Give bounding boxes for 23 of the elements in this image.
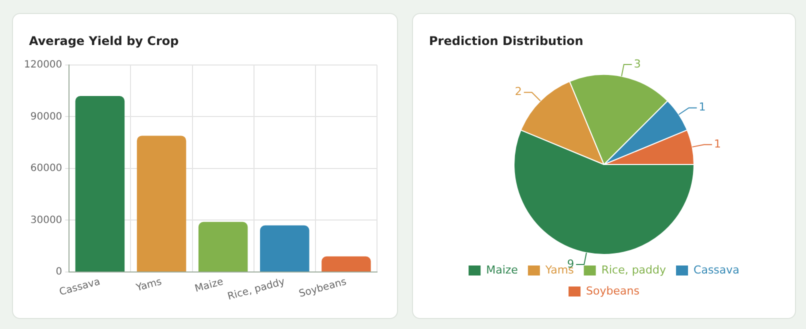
data-label: 1 <box>698 100 706 114</box>
bar <box>322 256 371 272</box>
x-tick-label: Maize <box>194 276 225 295</box>
x-tick-label: Rice, paddy <box>226 276 286 303</box>
bar <box>198 222 248 272</box>
data-label: 2 <box>514 85 522 98</box>
bar <box>260 225 310 272</box>
legend-label: Rice, paddy <box>601 263 667 276</box>
x-tick-label: Yams <box>134 276 163 294</box>
data-label: 1 <box>714 137 722 150</box>
y-tick-label: 60000 <box>30 163 62 174</box>
x-tick-label: Cassava <box>58 276 102 298</box>
chart-title: Average Yield by Crop <box>29 34 179 48</box>
chart-title: Prediction Distribution <box>429 34 584 48</box>
legend-label: Maize <box>486 263 518 276</box>
y-tick-label: 30000 <box>30 214 62 226</box>
data-label: 3 <box>634 57 641 70</box>
bar <box>136 136 186 272</box>
y-tick-label: 90000 <box>30 111 62 122</box>
bar <box>75 96 125 272</box>
legend-label: Cassava <box>694 263 740 276</box>
y-tick-label: 120000 <box>24 60 62 71</box>
y-tick-label: 0 <box>56 266 62 278</box>
